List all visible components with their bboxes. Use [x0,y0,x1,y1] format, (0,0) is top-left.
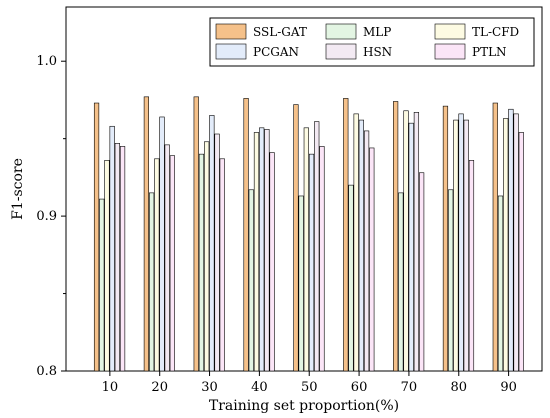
y-tick-label: 0.8 [36,364,57,379]
bar-hsn-90 [513,113,519,372]
bar-ptln-30 [219,158,225,372]
bar-hsn-70 [413,112,420,372]
x-tick-label: 40 [251,380,268,395]
bar-hsn-60 [363,130,370,372]
x-tick-label: 10 [102,380,119,395]
legend-swatch [215,43,247,60]
legend-swatch [215,23,247,40]
x-tick-label: 80 [450,380,467,395]
bar-ptln-50 [319,146,325,372]
bar-pcgan-70 [408,122,414,372]
bar-tl-cfd-70 [403,110,409,372]
bar-ssl-gat-70 [393,101,399,372]
bar-tl-cfd-80 [453,119,459,372]
bar-hsn-20 [164,144,170,372]
bar-hsn-50 [314,121,320,372]
bar-ssl-gat-60 [343,98,349,372]
bar-ssl-gat-50 [293,104,299,372]
bar-ssl-gat-40 [243,98,249,372]
bar-tl-cfd-50 [303,127,309,372]
x-tick-label: 60 [351,380,368,395]
bar-ptln-20 [169,155,176,372]
bar-pcgan-80 [458,113,464,372]
bar-tl-cfd-10 [104,160,110,372]
bar-pcgan-60 [358,119,364,372]
bar-ptln-40 [269,152,275,372]
bar-ptln-70 [419,172,425,372]
legend-swatch [434,23,466,40]
bar-hsn-40 [264,129,270,372]
bar-pcgan-90 [508,108,514,372]
bar-tl-cfd-40 [253,132,260,372]
x-tick-label: 20 [151,380,168,395]
y-tick-label: 0.9 [36,209,57,224]
bar-hsn-10 [114,143,120,372]
y-tick-label: 1.0 [36,54,57,69]
bar-hsn-30 [214,133,220,372]
bar-mlp-10 [99,198,105,372]
bar-mlp-40 [248,189,254,372]
bar-mlp-50 [298,195,304,372]
bar-mlp-30 [198,153,205,372]
bar-mlp-70 [398,192,404,372]
x-axis-title: Training set proportion(%) [209,398,399,414]
bar-pcgan-50 [308,153,315,372]
bars-layer [93,96,524,372]
x-tick-label: 30 [201,380,218,395]
bar-ssl-gat-30 [193,96,199,372]
legend-label: MLP [363,25,391,39]
bar-tl-cfd-20 [154,158,160,372]
bar-pcgan-30 [209,115,215,372]
y-axis-title: F1-score [10,158,26,220]
bar-tl-cfd-30 [204,141,210,372]
legend-swatch [325,43,357,60]
bar-pcgan-20 [159,116,165,372]
bar-hsn-80 [463,119,469,372]
bar-mlp-80 [448,189,454,372]
bar-mlp-20 [149,192,155,372]
bar-pcgan-10 [109,125,115,372]
x-tick-label: 70 [401,380,418,395]
x-tick-label: 50 [301,380,318,395]
bar-tl-cfd-90 [503,118,509,372]
bar-mlp-60 [348,184,354,372]
bar-ptln-60 [369,147,375,372]
legend-swatch [434,43,466,60]
bar-ssl-gat-10 [93,102,100,372]
legend: SSL-GAT MLP TL-CFD PCGAN HSN PTLN [209,17,535,67]
legend-label: HSN [363,45,392,59]
bar-ssl-gat-20 [143,96,150,372]
legend-swatch [325,23,357,40]
bar-ptln-10 [119,146,126,372]
bar-ssl-gat-90 [492,102,498,372]
bar-ptln-80 [468,160,475,372]
legend-label: PTLN [472,45,507,59]
legend-box [209,17,535,67]
legend-label: TL-CFD [472,25,519,39]
x-tick-label: 90 [500,380,517,395]
bar-mlp-90 [497,195,504,372]
axes-layer: 10 20 30 40 50 60 70 80 90 0.8 0.9 1.0 [36,54,517,395]
bar-ptln-90 [518,132,524,372]
bar-pcgan-40 [259,127,265,372]
bar-ssl-gat-80 [442,105,449,372]
legend-label: SSL-GAT [253,25,307,39]
bar-tl-cfd-60 [353,113,359,372]
legend-label: PCGAN [253,45,299,59]
